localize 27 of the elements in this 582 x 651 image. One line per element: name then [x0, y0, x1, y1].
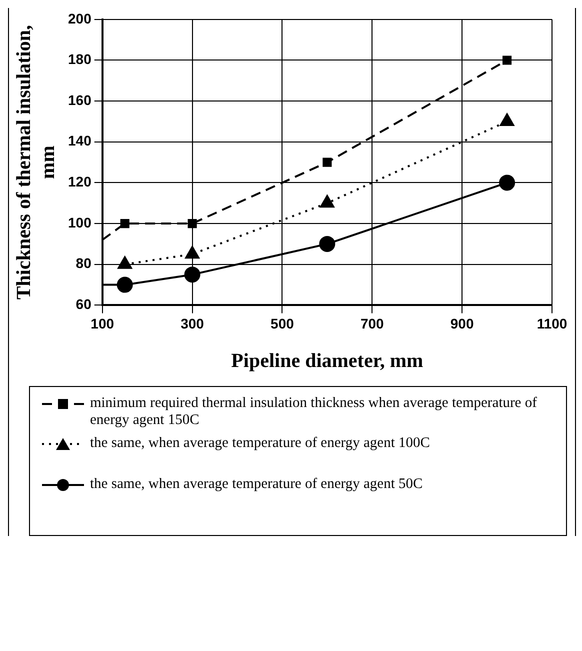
y-tick-label: 100	[68, 214, 92, 230]
point	[319, 236, 336, 252]
x-tick-label: 300	[180, 315, 204, 332]
legend-label: the same, when average temperature of energy agent 100C	[90, 435, 430, 452]
x-tick-label: 700	[360, 315, 384, 332]
x-tick-label: 100	[90, 315, 114, 332]
y-tick-label: 180	[68, 51, 92, 68]
y-tick-label: 200	[68, 10, 92, 26]
x-axis-title: Pipeline diameter, mm	[231, 350, 424, 372]
y-tick-label: 80	[76, 255, 92, 272]
legend-label: minimum required thermal insulation thickness when average temperature of energy agent 150C	[90, 395, 538, 429]
point	[184, 266, 200, 283]
y-tick-label: 60	[76, 296, 92, 312]
point	[188, 219, 197, 228]
point	[499, 174, 516, 191]
y-tick-label: 160	[68, 92, 92, 108]
y-axis-title: Thickness of thermal insulation, mm	[13, 25, 60, 300]
point	[120, 219, 130, 228]
x-tick-label: 1100	[536, 315, 568, 332]
legend-label: the same, when average temperature of energy agent 50C	[90, 476, 423, 493]
y-tick-label: 120	[68, 174, 92, 190]
point	[116, 276, 133, 293]
x-tick-label: 500	[270, 315, 294, 332]
y-tick-label: 140	[68, 132, 92, 149]
point	[502, 56, 512, 65]
point	[322, 158, 332, 167]
x-tick-label: 900	[450, 315, 474, 332]
